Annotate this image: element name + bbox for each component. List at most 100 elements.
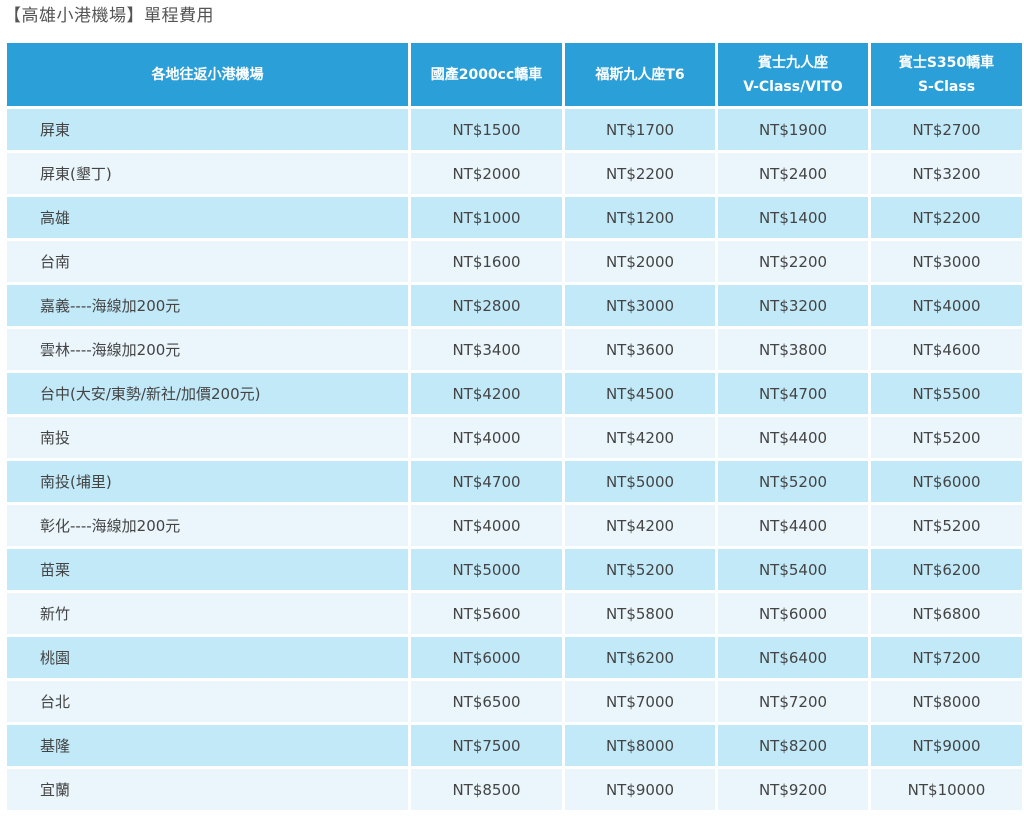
location-cell: 桃園 bbox=[7, 637, 408, 678]
table-row: 雲林----海線加200元 NT$3400 NT$3600 NT$3800 NT$460… bbox=[7, 329, 1022, 370]
price-cell: NT$8500 bbox=[411, 769, 562, 810]
price-cell: NT$7200 bbox=[871, 637, 1022, 678]
price-cell: NT$5200 bbox=[718, 461, 868, 502]
price-cell: NT$3800 bbox=[718, 329, 868, 370]
price-cell: NT$8000 bbox=[871, 681, 1022, 722]
location-cell: 高雄 bbox=[7, 197, 408, 238]
price-cell: NT$2800 bbox=[411, 285, 562, 326]
price-cell: NT$7500 bbox=[411, 725, 562, 766]
header-text-line: V-Class/VITO bbox=[743, 78, 843, 95]
price-cell: NT$4200 bbox=[411, 373, 562, 414]
table-header-row: 各地往返小港機場 國產2000cc轎車 福斯九人座T6 賓士九人座 V-Class/VI… bbox=[7, 43, 1022, 106]
header-benz-v-class-van: 賓士九人座 V-Class/VITO bbox=[718, 43, 868, 106]
price-cell: NT$5000 bbox=[565, 461, 715, 502]
header-domestic-2000cc-sedan: 國產2000cc轎車 bbox=[411, 43, 562, 106]
price-cell: NT$9000 bbox=[565, 769, 715, 810]
location-cell: 南投 bbox=[7, 417, 408, 458]
price-cell: NT$4200 bbox=[565, 505, 715, 546]
price-cell: NT$6200 bbox=[565, 637, 715, 678]
price-cell: NT$5200 bbox=[871, 417, 1022, 458]
table-row: 桃園 NT$6000 NT$6200 NT$6400 NT$7200 bbox=[7, 637, 1022, 678]
price-cell: NT$2200 bbox=[871, 197, 1022, 238]
price-cell: NT$4400 bbox=[718, 417, 868, 458]
location-cell: 南投(埔里) bbox=[7, 461, 408, 502]
price-cell: NT$5000 bbox=[411, 549, 562, 590]
table-row: 台中(大安/東勢/新社/加價200元) NT$4200 NT$4500 NT$4700… bbox=[7, 373, 1022, 414]
price-cell: NT$6200 bbox=[871, 549, 1022, 590]
table-row: 屏東 NT$1500 NT$1700 NT$1900 NT$2700 bbox=[7, 109, 1022, 150]
price-cell: NT$6800 bbox=[871, 593, 1022, 634]
header-text-line: 賓士S350轎車 bbox=[898, 54, 995, 71]
location-cell: 台南 bbox=[7, 241, 408, 282]
price-cell: NT$1600 bbox=[411, 241, 562, 282]
price-cell: NT$2000 bbox=[565, 241, 715, 282]
header-text-line: 賓士九人座 bbox=[758, 54, 828, 71]
price-cell: NT$5400 bbox=[718, 549, 868, 590]
price-cell: NT$9200 bbox=[718, 769, 868, 810]
price-table: 各地往返小港機場 國產2000cc轎車 福斯九人座T6 賓士九人座 V-Class/VI… bbox=[4, 40, 1024, 813]
header-text-line: S-Class bbox=[917, 78, 976, 95]
table-row: 南投(埔里) NT$4700 NT$5000 NT$5200 NT$6000 bbox=[7, 461, 1022, 502]
location-cell: 苗栗 bbox=[7, 549, 408, 590]
price-cell: NT$1000 bbox=[411, 197, 562, 238]
price-cell: NT$2200 bbox=[718, 241, 868, 282]
price-cell: NT$6500 bbox=[411, 681, 562, 722]
price-cell: NT$5200 bbox=[565, 549, 715, 590]
price-cell: NT$6000 bbox=[411, 637, 562, 678]
price-cell: NT$4700 bbox=[718, 373, 868, 414]
price-cell: NT$5600 bbox=[411, 593, 562, 634]
location-cell: 新竹 bbox=[7, 593, 408, 634]
table-row: 屏東(墾丁) NT$2000 NT$2200 NT$2400 NT$3200 bbox=[7, 153, 1022, 194]
price-cell: NT$10000 bbox=[871, 769, 1022, 810]
table-row: 基隆 NT$7500 NT$8000 NT$8200 NT$9000 bbox=[7, 725, 1022, 766]
price-cell: NT$2400 bbox=[718, 153, 868, 194]
table-row: 南投 NT$4000 NT$4200 NT$4400 NT$5200 bbox=[7, 417, 1022, 458]
price-cell: NT$6000 bbox=[718, 593, 868, 634]
header-text-line: 各地往返小港機場 bbox=[151, 66, 264, 83]
table-row: 嘉義----海線加200元 NT$2800 NT$3000 NT$3200 NT$400… bbox=[7, 285, 1022, 326]
location-cell: 台中(大安/東勢/新社/加價200元) bbox=[7, 373, 408, 414]
price-cell: NT$5800 bbox=[565, 593, 715, 634]
price-cell: NT$7200 bbox=[718, 681, 868, 722]
price-cell: NT$2000 bbox=[411, 153, 562, 194]
price-cell: NT$4600 bbox=[871, 329, 1022, 370]
table-row: 台南 NT$1600 NT$2000 NT$2200 NT$3000 bbox=[7, 241, 1022, 282]
price-cell: NT$1400 bbox=[718, 197, 868, 238]
price-cell: NT$4000 bbox=[411, 417, 562, 458]
price-cell: NT$3400 bbox=[411, 329, 562, 370]
price-cell: NT$7000 bbox=[565, 681, 715, 722]
table-row: 彰化----海線加200元 NT$4000 NT$4200 NT$4400 NT$520… bbox=[7, 505, 1022, 546]
price-cell: NT$8200 bbox=[718, 725, 868, 766]
header-benz-s-class-sedan: 賓士S350轎車 S-Class bbox=[871, 43, 1022, 106]
location-cell: 屏東(墾丁) bbox=[7, 153, 408, 194]
price-cell: NT$3200 bbox=[871, 153, 1022, 194]
price-cell: NT$3200 bbox=[718, 285, 868, 326]
header-location: 各地往返小港機場 bbox=[7, 43, 408, 106]
header-text-line: 福斯九人座T6 bbox=[595, 66, 685, 83]
price-cell: NT$8000 bbox=[565, 725, 715, 766]
location-cell: 台北 bbox=[7, 681, 408, 722]
table-body: 屏東 NT$1500 NT$1700 NT$1900 NT$2700 屏東(墾丁) NT$2… bbox=[7, 109, 1022, 810]
header-text-line: 國產2000cc轎車 bbox=[430, 66, 543, 83]
table-row: 台北 NT$6500 NT$7000 NT$7200 NT$8000 bbox=[7, 681, 1022, 722]
price-cell: NT$1500 bbox=[411, 109, 562, 150]
price-cell: NT$1700 bbox=[565, 109, 715, 150]
price-cell: NT$5200 bbox=[871, 505, 1022, 546]
location-cell: 基隆 bbox=[7, 725, 408, 766]
price-cell: NT$4700 bbox=[411, 461, 562, 502]
price-cell: NT$4000 bbox=[411, 505, 562, 546]
price-cell: NT$4000 bbox=[871, 285, 1022, 326]
price-cell: NT$4200 bbox=[565, 417, 715, 458]
location-cell: 嘉義----海線加200元 bbox=[7, 285, 408, 326]
location-cell: 屏東 bbox=[7, 109, 408, 150]
price-cell: NT$3000 bbox=[871, 241, 1022, 282]
header-vw-t6-van: 福斯九人座T6 bbox=[565, 43, 715, 106]
location-cell: 宜蘭 bbox=[7, 769, 408, 810]
page-title: 【高雄小港機場】單程費用 bbox=[4, 6, 214, 26]
price-cell: NT$4400 bbox=[718, 505, 868, 546]
table-row: 苗栗 NT$5000 NT$5200 NT$5400 NT$6200 bbox=[7, 549, 1022, 590]
price-cell: NT$2700 bbox=[871, 109, 1022, 150]
price-cell: NT$4500 bbox=[565, 373, 715, 414]
price-cell: NT$1200 bbox=[565, 197, 715, 238]
